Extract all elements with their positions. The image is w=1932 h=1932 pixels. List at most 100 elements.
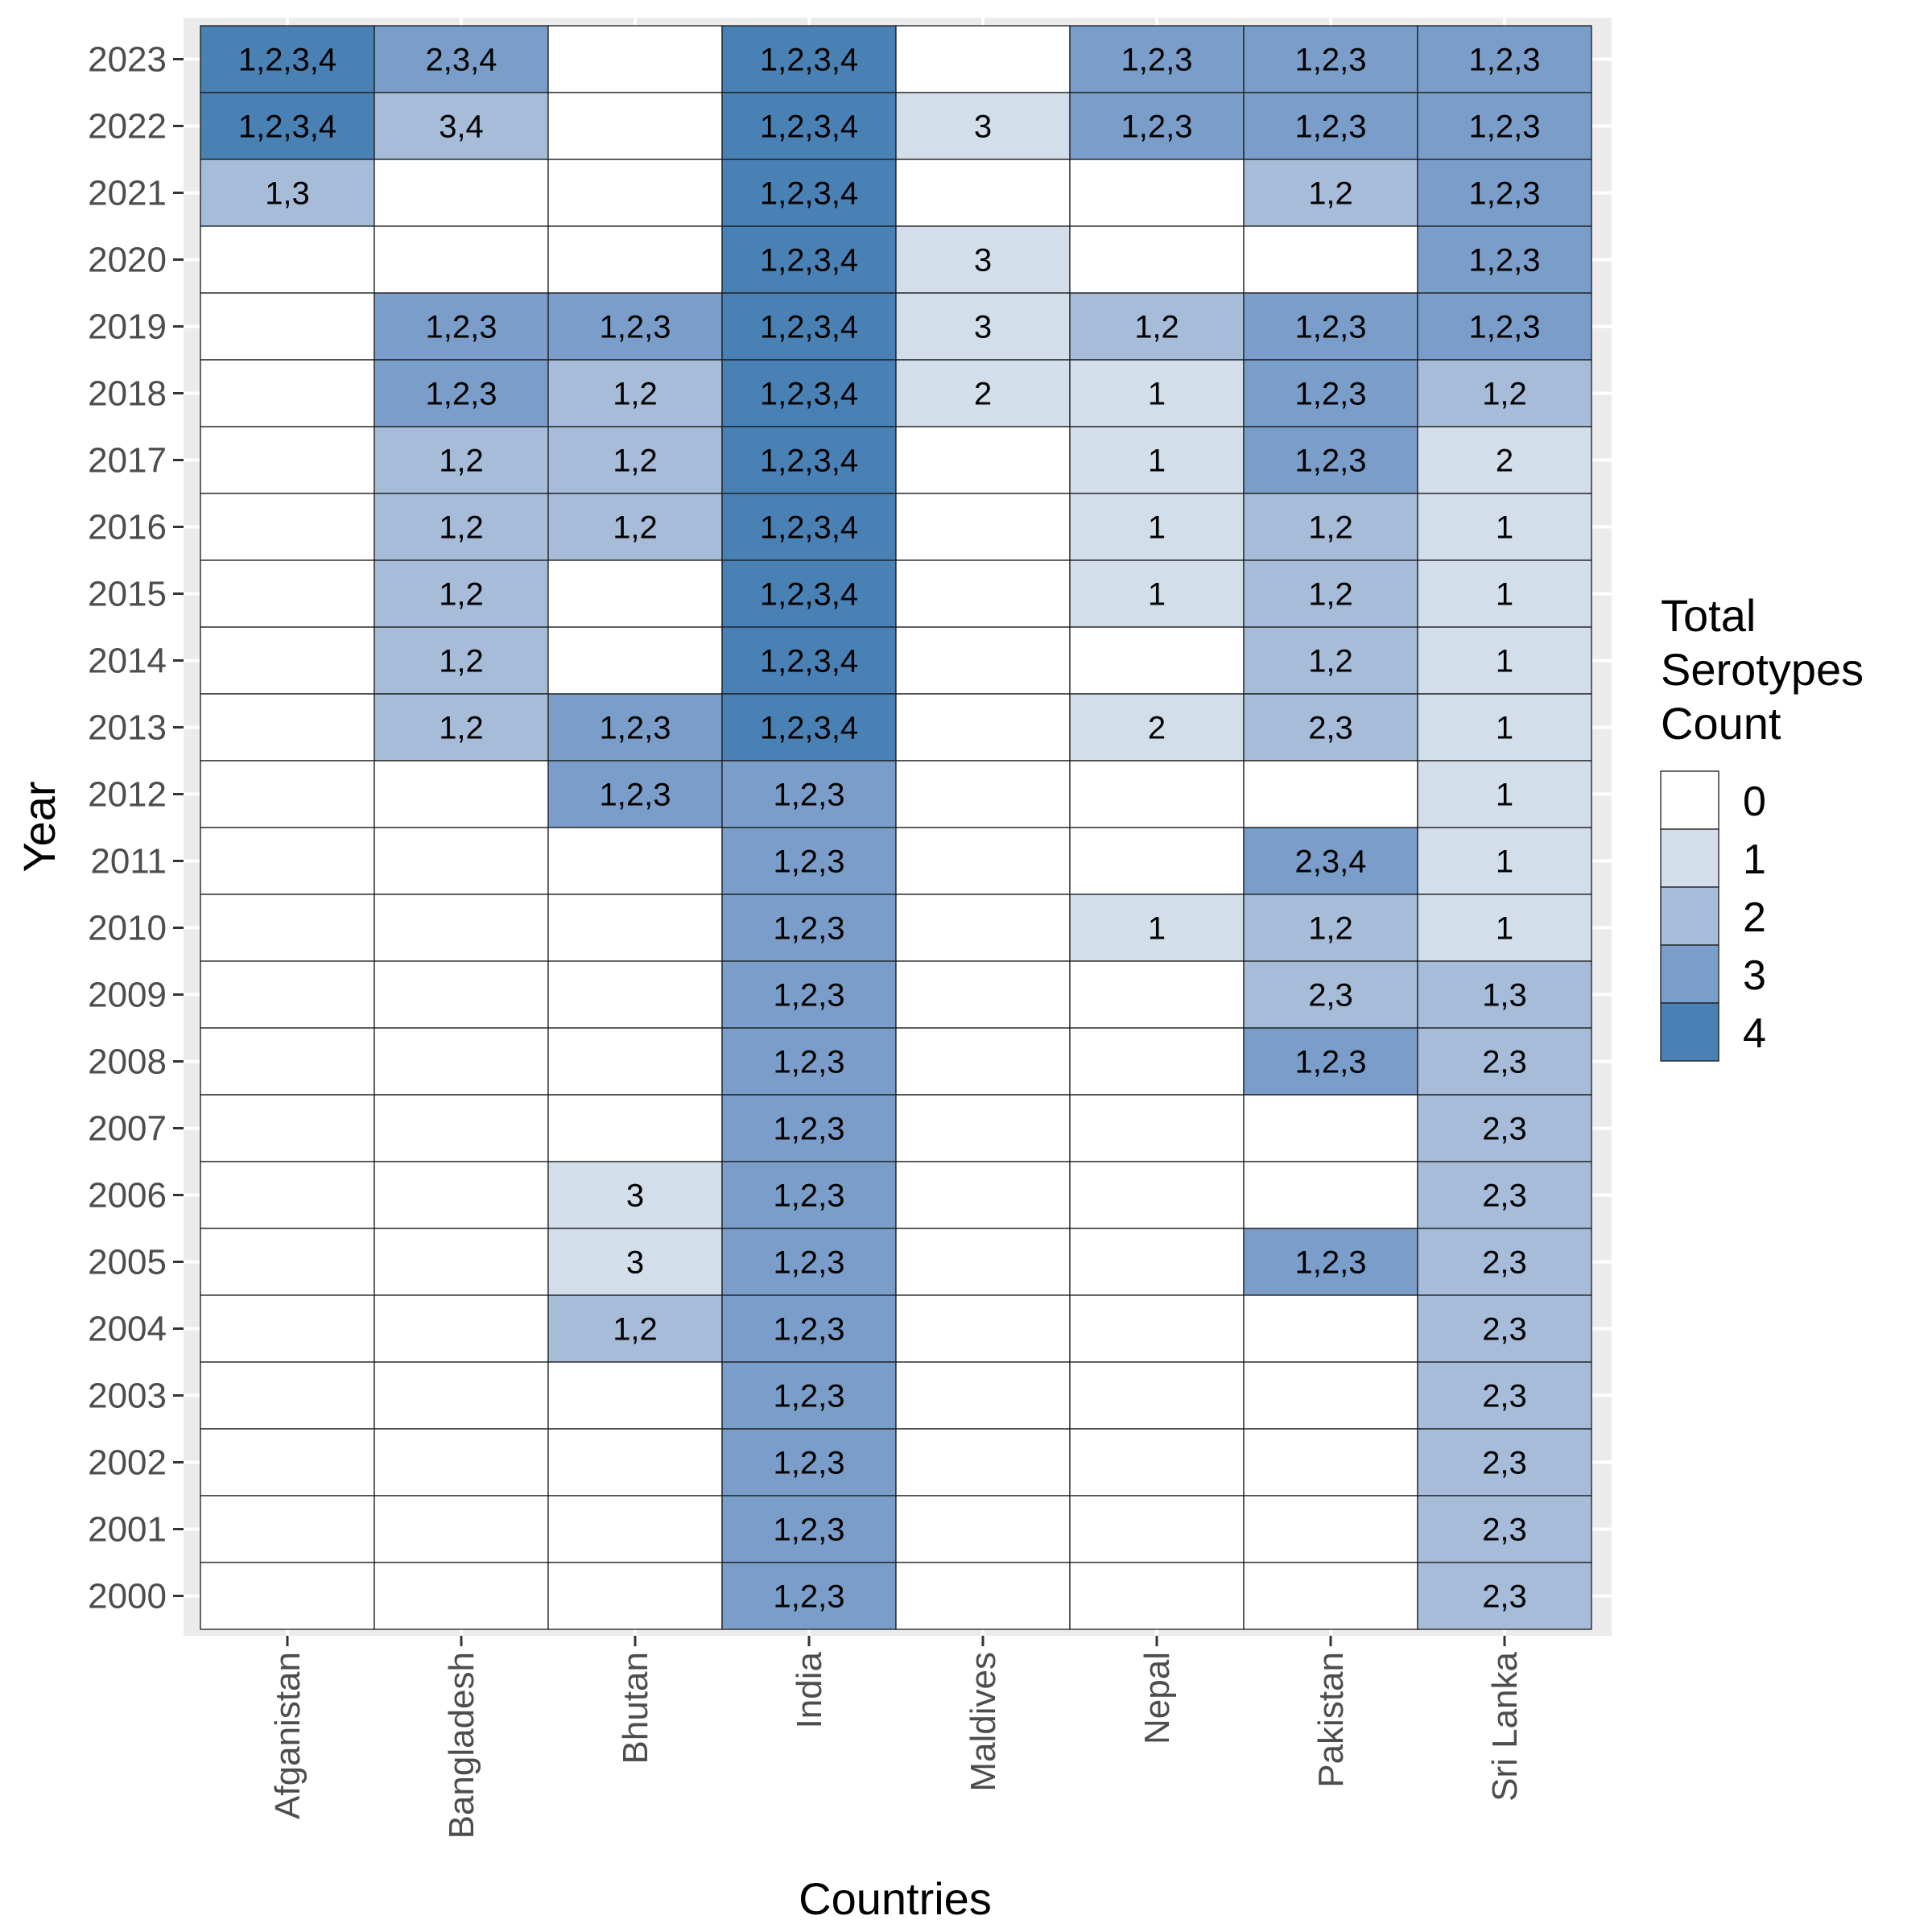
heatmap-cell xyxy=(374,225,549,294)
cell-label: 1,2,3 xyxy=(774,1312,845,1348)
cell-label: 3 xyxy=(626,1179,644,1214)
heatmap-cells: 1,2,3,4 2,3,4 1,2,3,4 1,2,3 1,2,3 1,2,3 1,2,3,… xyxy=(200,25,1592,1630)
heatmap-cell xyxy=(1243,559,1418,628)
heatmap-cell xyxy=(1069,1495,1245,1563)
heatmap-cell xyxy=(547,760,723,828)
heatmap-cell xyxy=(200,1161,375,1229)
heatmap-cell xyxy=(1069,1228,1245,1296)
heatmap-cell xyxy=(547,225,723,294)
heatmap-cell xyxy=(200,225,375,294)
legend-key xyxy=(1660,828,1719,888)
heatmap-cell xyxy=(1417,626,1592,695)
cell-label: 1,2,3 xyxy=(1295,1245,1367,1281)
cell-label: 2,3 xyxy=(1482,1112,1527,1147)
y-tick-label: 2022 xyxy=(88,107,167,147)
heatmap-cell xyxy=(1243,1495,1418,1563)
y-axis: 2023 2022 2021 2020 2019 2018 2017 2016 2015 2014… xyxy=(88,40,184,1616)
heatmap-cell xyxy=(1417,693,1592,762)
heatmap-cell xyxy=(547,426,723,494)
legend-label: 2 xyxy=(1743,894,1766,941)
cell-label: 3 xyxy=(626,1245,644,1281)
heatmap-cell xyxy=(1069,1161,1245,1229)
cell-label: 1,2,3 xyxy=(600,778,671,813)
heatmap-cell xyxy=(374,626,549,695)
heatmap-cell xyxy=(200,1094,375,1162)
cell-label: 2 xyxy=(1148,711,1166,746)
heatmap-cell xyxy=(1417,1294,1592,1363)
heatmap-cell xyxy=(895,1294,1071,1363)
heatmap-cell xyxy=(1069,1361,1245,1430)
heatmap-cell xyxy=(200,827,375,895)
legend-label: 3 xyxy=(1743,952,1766,999)
cell-label: 1,2 xyxy=(1308,644,1353,679)
heatmap-cell xyxy=(721,1428,897,1496)
heatmap-cell xyxy=(895,92,1071,160)
x-tick-label: India xyxy=(790,1651,829,1728)
heatmap-cell xyxy=(1069,559,1245,628)
cell-label: 1 xyxy=(1148,911,1166,947)
y-tick-label: 2014 xyxy=(88,642,167,681)
cell-label: 1,2,3 xyxy=(426,310,497,345)
x-tick-label: Pakistan xyxy=(1311,1652,1351,1788)
cell-label: 1,2,3 xyxy=(1295,109,1367,145)
heatmap-cell xyxy=(1069,225,1245,294)
heatmap-cell xyxy=(721,159,897,227)
heatmap-cell xyxy=(547,1094,723,1162)
y-tick-label: 2023 xyxy=(88,40,167,80)
heatmap-cell xyxy=(374,1361,549,1430)
heatmap-cell xyxy=(1417,559,1592,628)
cell-label: 1 xyxy=(1148,577,1166,613)
x-axis-title: Countries xyxy=(799,1873,992,1924)
cell-label: 2,3 xyxy=(1482,1045,1527,1080)
cell-label: 1,2 xyxy=(613,1312,658,1348)
heatmap-cell xyxy=(1069,1094,1245,1162)
cell-label: 2,3,4 xyxy=(1295,844,1367,880)
y-tick-label: 2010 xyxy=(88,909,167,948)
heatmap-cell xyxy=(200,626,375,695)
heatmap-cell xyxy=(895,693,1071,762)
cell-label: 1,2 xyxy=(439,711,484,746)
heatmap-cell xyxy=(721,1294,897,1363)
heatmap-cell xyxy=(200,960,375,1029)
heatmap-cell xyxy=(1069,25,1245,93)
cell-label: 1,2,3 xyxy=(774,1379,845,1414)
cell-label: 1,2,3,4 xyxy=(760,377,858,412)
heatmap-cell xyxy=(374,960,549,1029)
heatmap-cell xyxy=(200,292,375,361)
cell-label: 1 xyxy=(1496,644,1513,679)
heatmap-cell xyxy=(200,359,375,427)
heatmap-cell xyxy=(1243,159,1418,227)
heatmap-cell xyxy=(1417,1562,1592,1630)
heatmap-cell xyxy=(1417,960,1592,1029)
heatmap-cell xyxy=(721,693,897,762)
heatmap-cell xyxy=(1417,1027,1592,1096)
cell-label: 1,2 xyxy=(613,377,658,412)
heatmap-cell xyxy=(1243,827,1418,895)
legend-title-line: Serotypes xyxy=(1661,644,1864,695)
heatmap-cell xyxy=(895,559,1071,628)
heatmap-cell xyxy=(895,827,1071,895)
cell-label: 1,2,3 xyxy=(1295,377,1367,412)
heatmap-cell xyxy=(547,159,723,227)
x-tick-label: Maldives xyxy=(964,1652,1003,1792)
heatmap-cell xyxy=(1243,1228,1418,1296)
heatmap-cell xyxy=(895,894,1071,962)
heatmap-cell xyxy=(1243,1428,1418,1496)
heatmap-cell xyxy=(721,92,897,160)
heatmap-cell xyxy=(374,1094,549,1162)
heatmap-cell xyxy=(200,1495,375,1563)
heatmap-cell xyxy=(200,1027,375,1096)
heatmap-cell xyxy=(200,894,375,962)
cell-label: 1,2 xyxy=(1308,577,1353,613)
heatmap-cell xyxy=(895,1094,1071,1162)
cell-label: 1,2,3,4 xyxy=(760,644,858,679)
cell-label: 1,2 xyxy=(1482,377,1527,412)
heatmap-cell xyxy=(1243,760,1418,828)
heatmap-cell xyxy=(547,960,723,1029)
x-tick-label: Bangladesh xyxy=(442,1652,481,1839)
legend-label: 4 xyxy=(1743,1010,1766,1057)
heatmap-cell xyxy=(895,225,1071,294)
y-tick-label: 2018 xyxy=(88,374,167,414)
heatmap-cell xyxy=(721,894,897,962)
